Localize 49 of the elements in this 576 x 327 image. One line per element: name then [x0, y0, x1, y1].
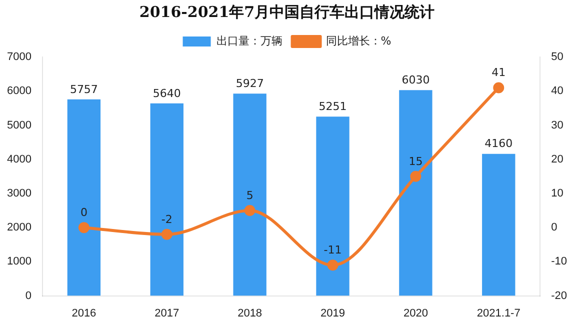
- y2-tick-label: -20: [551, 290, 568, 302]
- data-label: 6030: [402, 73, 430, 86]
- y-tick-label: 6000: [6, 85, 32, 98]
- data-label: 5927: [236, 76, 264, 90]
- point: [161, 228, 172, 240]
- data-label: 5757: [70, 82, 98, 96]
- data-label: 41: [492, 66, 506, 80]
- chart-title: 2016-2021年7月中国自行车出口情况统计: [139, 2, 435, 21]
- y-tick-label: 2000: [6, 222, 32, 234]
- point: [244, 205, 256, 216]
- y-tick-label: 5000: [6, 119, 32, 132]
- legend-label: 同比增长：%: [326, 34, 392, 48]
- y2-tick-label: 30: [551, 119, 564, 132]
- bar: [482, 154, 516, 296]
- bar: [399, 90, 432, 296]
- x-tick-label: 2021.1-7: [476, 307, 520, 320]
- y-tick-label: 1000: [6, 256, 32, 268]
- x-tick-label: 2020: [403, 307, 428, 320]
- y2-tick-label: 0: [551, 222, 558, 234]
- data-label: 15: [408, 154, 423, 168]
- x-tick-label: 2017: [154, 307, 180, 320]
- point: [78, 222, 90, 234]
- point: [327, 260, 338, 271]
- data-label: -11: [324, 243, 342, 256]
- point: [493, 82, 504, 94]
- bar: [67, 99, 101, 296]
- bar: [316, 116, 350, 296]
- bar: [150, 103, 184, 296]
- data-label: 5640: [152, 86, 181, 100]
- y2-tick-label: 20: [551, 153, 564, 166]
- legend-label: 出口量：万辆: [216, 34, 282, 48]
- point: [410, 170, 422, 182]
- data-label: 0: [80, 206, 88, 219]
- x-tick-label: 2018: [238, 307, 262, 320]
- x-tick-label: 2016: [72, 307, 96, 320]
- bar: [233, 94, 266, 296]
- y-tick-label: 4000: [6, 153, 32, 166]
- y2-tick-label: 10: [551, 187, 564, 200]
- data-label: 5251: [318, 100, 347, 114]
- y-tick-label: 0: [25, 290, 32, 302]
- data-label: 4160: [484, 137, 513, 150]
- x-tick-label: 2019: [320, 307, 345, 320]
- y-tick-label: 7000: [6, 51, 32, 64]
- y2-tick-label: 50: [551, 51, 564, 64]
- y2-tick-label: -10: [551, 256, 568, 268]
- data-label: 5: [246, 188, 254, 202]
- y-tick-label: 3000: [6, 187, 32, 200]
- y2-tick-label: 40: [551, 85, 564, 98]
- data-label: -2: [161, 212, 172, 226]
